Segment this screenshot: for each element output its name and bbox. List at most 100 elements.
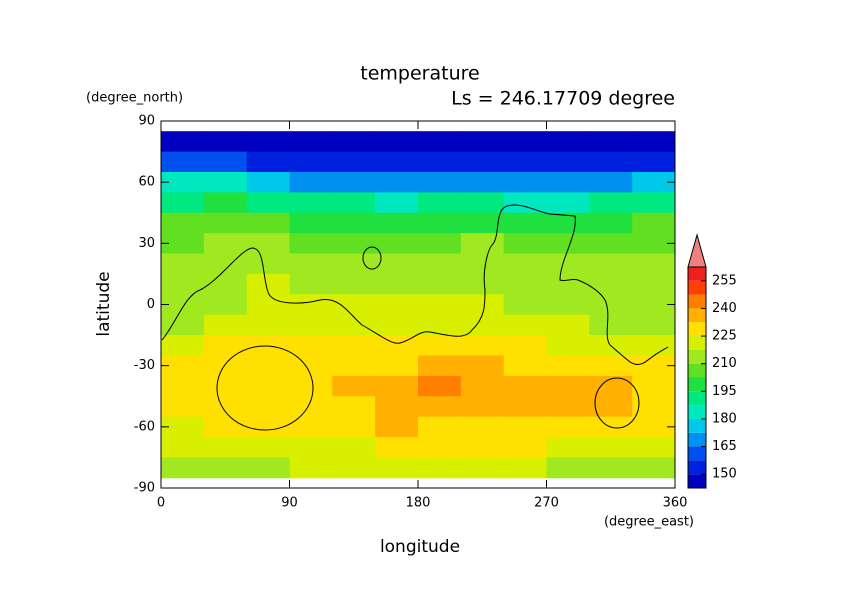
contour-line — [594, 377, 640, 429]
cell — [289, 416, 333, 438]
cell — [332, 335, 376, 356]
cell — [161, 375, 205, 397]
cell — [161, 171, 205, 193]
colorbar-tick-label: 225 — [712, 329, 737, 344]
colorbar-band — [688, 336, 706, 350]
cell — [503, 396, 547, 418]
cell — [246, 171, 290, 193]
cell — [246, 131, 290, 153]
cell — [203, 457, 248, 479]
chart-subtitle: Ls = 246.17709 degree — [451, 88, 675, 110]
cell — [632, 273, 676, 295]
cell — [203, 375, 248, 397]
cell — [503, 273, 547, 295]
cell — [332, 131, 376, 153]
cell — [418, 212, 462, 234]
cell — [332, 294, 376, 316]
cell — [589, 375, 633, 397]
colorbar-band — [688, 432, 706, 447]
cell — [203, 212, 248, 234]
cell — [418, 314, 462, 336]
cell — [589, 131, 633, 153]
cell — [375, 253, 419, 275]
cell — [289, 355, 333, 377]
colorbar-tick-label: 180 — [712, 411, 737, 426]
cell — [246, 375, 290, 397]
y-tick-label: -60 — [134, 419, 155, 434]
cell — [203, 294, 248, 316]
cell — [375, 192, 419, 214]
cell — [161, 437, 205, 458]
cell — [460, 335, 505, 356]
cell — [632, 151, 676, 173]
colorbar-band — [688, 349, 706, 364]
cell — [246, 396, 290, 418]
y-tick-label: 60 — [138, 175, 155, 190]
colorbar-band — [688, 294, 706, 309]
cell — [203, 253, 248, 275]
cell — [460, 212, 505, 234]
cell — [289, 253, 333, 275]
colorbar-tick-label: 165 — [712, 439, 737, 454]
cell — [503, 131, 547, 153]
cell — [418, 335, 462, 356]
cell — [332, 457, 376, 479]
cell — [161, 233, 205, 255]
cell — [332, 171, 376, 193]
cell — [589, 151, 633, 173]
cell — [161, 253, 205, 275]
cell — [546, 171, 590, 193]
cell — [289, 131, 333, 153]
cell — [589, 396, 633, 418]
field — [161, 131, 676, 479]
cell — [375, 396, 419, 418]
cell — [375, 233, 419, 255]
cell — [289, 273, 333, 295]
colorbar-tick-label: 150 — [712, 467, 737, 482]
cell — [546, 212, 590, 234]
colorbar-band — [688, 322, 706, 337]
cell — [632, 171, 676, 193]
cell — [289, 233, 333, 255]
cell — [546, 233, 590, 255]
cell — [632, 294, 676, 316]
cell — [246, 273, 290, 295]
cell — [246, 192, 290, 214]
cell — [589, 457, 633, 479]
cell — [289, 396, 333, 418]
cell — [375, 437, 419, 458]
colorbar-band — [688, 446, 706, 461]
cell — [161, 131, 205, 153]
cell — [332, 151, 376, 173]
cell — [332, 396, 376, 418]
cell — [589, 437, 633, 458]
cell — [289, 171, 333, 193]
x-tick-label: 360 — [663, 496, 688, 511]
cell — [460, 171, 505, 193]
cell — [589, 294, 633, 316]
cell — [546, 437, 590, 458]
cell — [460, 375, 505, 397]
cell — [246, 212, 290, 234]
colorbar-band — [688, 377, 706, 392]
cell — [546, 396, 590, 418]
cell — [460, 355, 505, 377]
cell — [375, 375, 419, 397]
cell — [332, 233, 376, 255]
cell — [589, 314, 633, 336]
cell — [203, 355, 248, 377]
cell — [589, 273, 633, 295]
cell — [161, 314, 205, 336]
cell — [246, 437, 290, 458]
cell — [246, 233, 290, 255]
cell — [375, 131, 419, 153]
cell — [246, 294, 290, 316]
cell — [161, 294, 205, 316]
cell — [375, 457, 419, 479]
colorbar-band — [688, 460, 706, 475]
cell — [203, 335, 248, 356]
cell — [503, 335, 547, 356]
cell — [203, 171, 248, 193]
cell — [546, 131, 590, 153]
cell — [418, 151, 462, 173]
